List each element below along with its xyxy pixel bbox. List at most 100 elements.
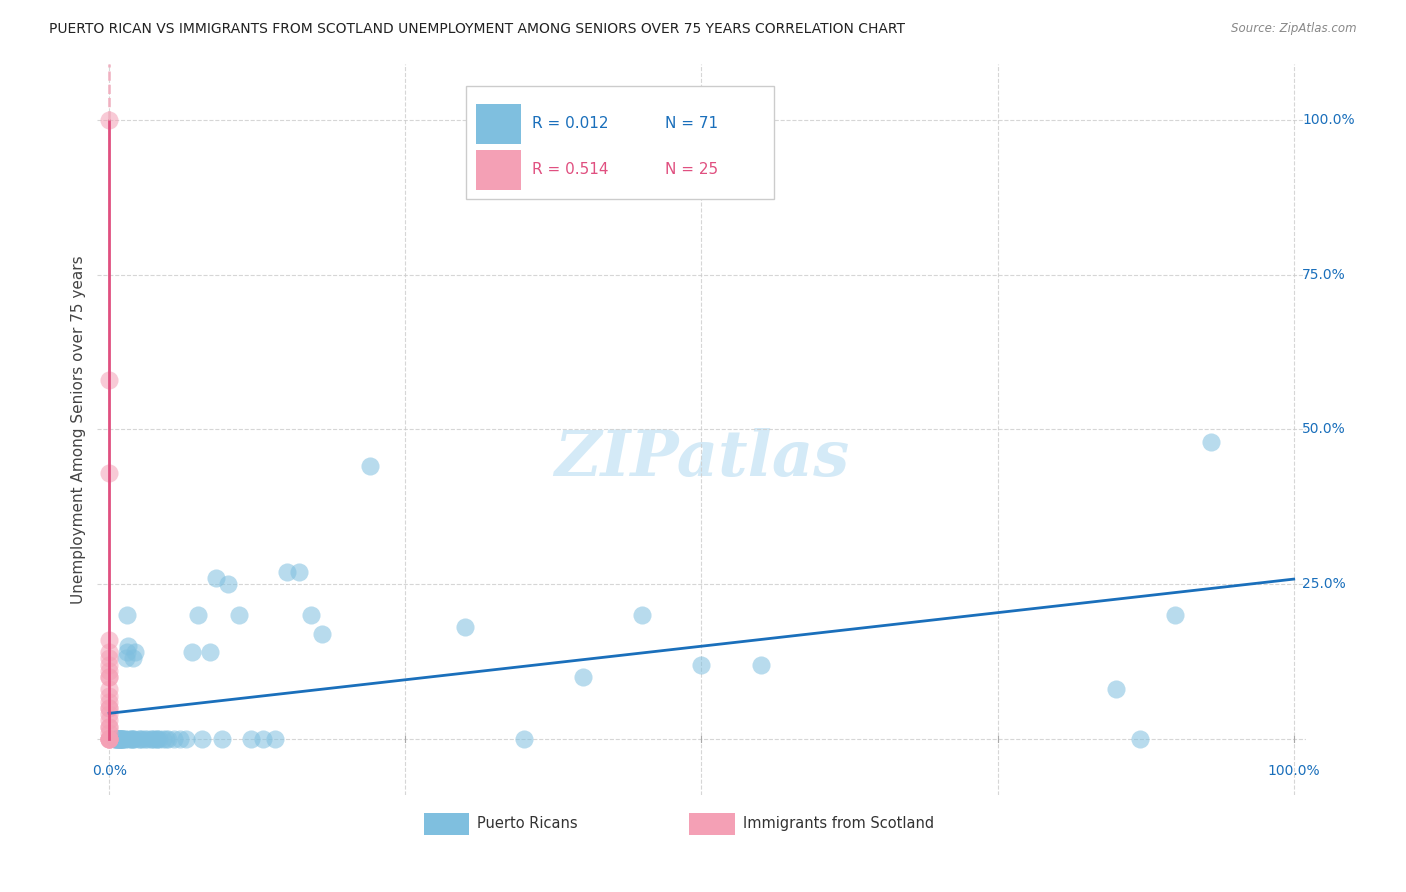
Text: 25.0%: 25.0% [1302,577,1346,591]
Text: R = 0.012: R = 0.012 [533,117,609,131]
Point [114,651,136,665]
Point [121,731,143,746]
Point [1199,434,1222,449]
Point [1129,731,1152,746]
Point [98,725,121,739]
Point [98,373,121,387]
Point [98,731,121,746]
Point [134,731,156,746]
Point [128,731,150,746]
Point [107,731,129,746]
Point [98,714,121,728]
Text: Puerto Ricans: Puerto Ricans [477,816,578,831]
Point [131,731,153,746]
Point [136,731,159,746]
Point [98,731,121,746]
Point [572,670,595,684]
Y-axis label: Unemployment Among Seniors over 75 years: Unemployment Among Seniors over 75 years [72,255,86,604]
Point [631,608,654,623]
Point [98,466,121,480]
Point [98,670,121,684]
Point [122,731,145,746]
Point [513,731,536,746]
Point [187,608,209,623]
Point [108,731,131,746]
Point [114,731,136,746]
Point [118,731,141,746]
Bar [689,813,735,835]
Point [120,731,142,746]
Point [111,731,134,746]
Point [145,731,167,746]
Text: Immigrants from Scotland: Immigrants from Scotland [742,816,934,831]
Point [108,731,131,746]
Text: Source: ZipAtlas.com: Source: ZipAtlas.com [1232,22,1357,36]
Point [152,731,174,746]
Point [98,701,121,715]
Point [98,695,121,709]
Point [299,608,322,623]
Point [98,657,121,672]
Point [98,731,121,746]
Point [129,731,152,746]
Point [115,608,138,623]
Point [198,645,221,659]
Text: 50.0%: 50.0% [1302,422,1346,436]
Point [98,707,121,722]
Point [107,731,129,746]
Point [115,645,138,659]
Point [190,731,212,746]
Point [107,731,129,746]
Point [98,731,121,746]
Point [117,639,139,653]
Bar [423,813,470,835]
Point [111,731,134,746]
Point [1105,682,1128,697]
Point [169,731,191,746]
Text: N = 25: N = 25 [665,162,718,178]
Point [143,731,166,746]
Point [287,565,309,579]
Point [107,731,129,746]
Point [141,731,163,746]
Point [107,731,129,746]
Point [98,664,121,678]
Point [104,731,127,746]
Point [359,459,381,474]
Point [98,670,121,684]
Bar [475,150,522,191]
Point [98,719,121,733]
Point [98,682,121,697]
Point [98,731,121,746]
Point [181,645,204,659]
Point [1164,608,1187,623]
Point [228,608,250,623]
Point [98,645,121,659]
Point [311,626,333,640]
Point [217,577,239,591]
Point [98,651,121,665]
Text: R = 0.514: R = 0.514 [533,162,609,178]
Point [124,645,146,659]
Point [139,731,162,746]
Point [110,731,132,746]
Point [163,731,186,746]
Point [276,565,298,579]
Text: N = 71: N = 71 [665,117,718,131]
Point [110,731,132,746]
Point [690,657,713,672]
Point [112,731,135,746]
Point [240,731,263,746]
Point [105,731,128,746]
Text: PUERTO RICAN VS IMMIGRANTS FROM SCOTLAND UNEMPLOYMENT AMONG SENIORS OVER 75 YEAR: PUERTO RICAN VS IMMIGRANTS FROM SCOTLAND… [49,22,905,37]
Point [252,731,274,746]
Point [155,731,177,746]
Text: 75.0%: 75.0% [1302,268,1346,282]
Text: 100.0%: 100.0% [1302,112,1355,127]
FancyBboxPatch shape [465,86,773,199]
Point [104,731,127,746]
Point [174,731,197,746]
Point [122,651,145,665]
Point [157,731,180,746]
Point [98,112,121,127]
